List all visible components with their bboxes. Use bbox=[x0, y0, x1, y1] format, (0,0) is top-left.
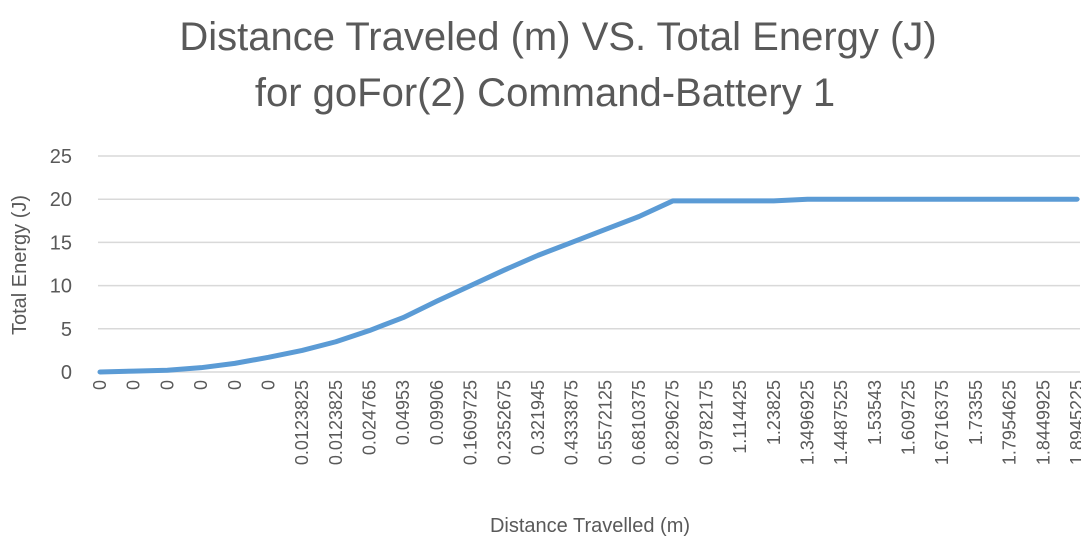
x-tick-label: 0.0123825 bbox=[292, 380, 312, 465]
x-tick-label: 0.321945 bbox=[528, 380, 548, 455]
data-line bbox=[97, 196, 1080, 375]
x-tick-label: 1.4487525 bbox=[831, 380, 851, 465]
x-tick-label: 0.2352675 bbox=[494, 380, 514, 465]
x-tick-label: 1.8945225 bbox=[1067, 380, 1081, 465]
x-tick-label: 0.024765 bbox=[360, 380, 380, 455]
y-tick-label: 0 bbox=[61, 362, 72, 384]
y-axis-label: Total Energy (J) bbox=[9, 195, 31, 335]
x-tick-label: 1.609725 bbox=[899, 380, 919, 455]
x-tick-label: 0.1609725 bbox=[461, 380, 481, 465]
x-tick-label: 1.73355 bbox=[966, 380, 986, 445]
x-tick-label: 1.23825 bbox=[764, 380, 784, 445]
y-tick-label: 15 bbox=[50, 232, 72, 254]
x-tick-label: 0.04953 bbox=[393, 380, 413, 445]
x-tick-label: 0.09906 bbox=[427, 380, 447, 445]
x-tick-label: 1.3496925 bbox=[797, 380, 817, 465]
x-tick-label: 0 bbox=[124, 380, 144, 390]
x-tick-label: 0.4333875 bbox=[562, 380, 582, 465]
x-axis-label: Distance Travelled (m) bbox=[490, 515, 690, 537]
chart-title: for goFor(2) Command-Battery 1 bbox=[255, 71, 835, 115]
x-tick-label: 0 bbox=[191, 380, 211, 390]
x-tick-label: 0 bbox=[258, 380, 278, 390]
y-tick-label: 25 bbox=[50, 146, 72, 168]
x-tick-label: 0.0123825 bbox=[326, 380, 346, 465]
x-tick-label: 0.6810375 bbox=[629, 380, 649, 465]
x-tick-label: 0 bbox=[157, 380, 177, 390]
y-tick-label: 20 bbox=[50, 189, 72, 211]
x-tick-label: 0 bbox=[225, 380, 245, 390]
x-tick-label: 1.6716375 bbox=[932, 380, 952, 465]
chart-title: Distance Traveled (m) VS. Total Energy (… bbox=[179, 15, 936, 59]
x-tick-label: 1.53543 bbox=[865, 380, 885, 445]
y-tick-label: 5 bbox=[61, 319, 72, 341]
x-tick-label: 0.9782175 bbox=[696, 380, 716, 465]
x-tick-label: 0.5572125 bbox=[595, 380, 615, 465]
x-tick-label: 1.7954625 bbox=[1000, 380, 1020, 465]
y-tick-label: 10 bbox=[50, 276, 72, 298]
x-tick-label: 0.8296275 bbox=[663, 380, 683, 465]
x-tick-label: 1.8449925 bbox=[1033, 380, 1053, 465]
x-tick-label: 1.114425 bbox=[730, 380, 750, 454]
x-tick-label: 0 bbox=[90, 380, 110, 390]
